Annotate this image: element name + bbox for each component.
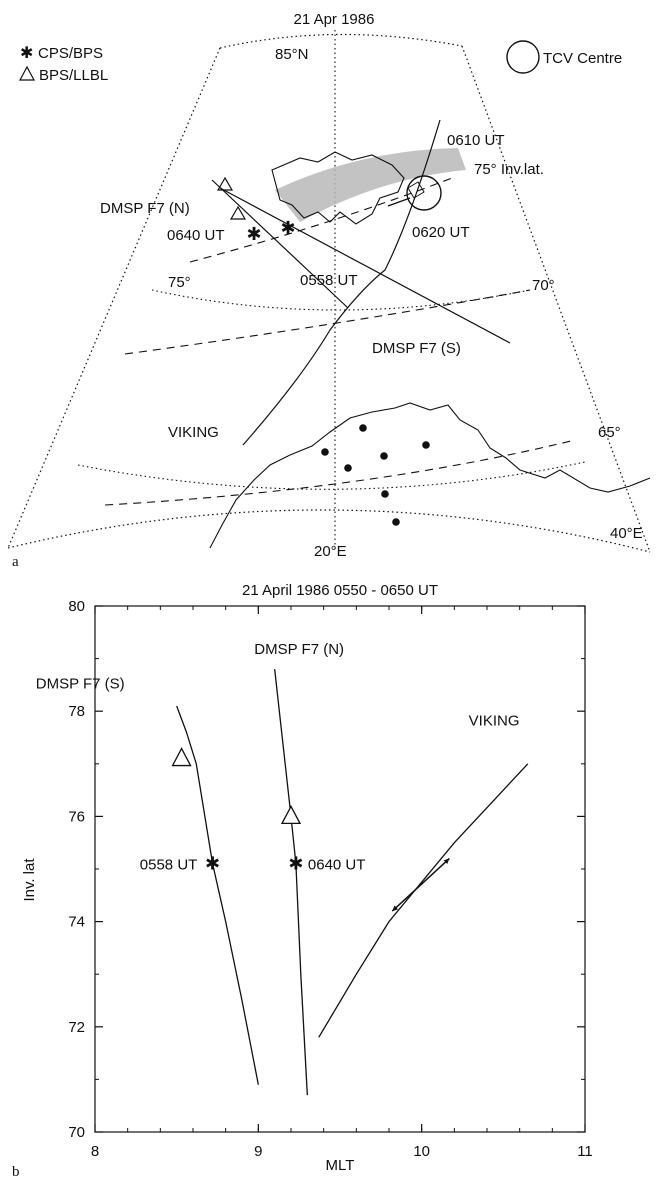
bps-llbl-triangle	[229, 205, 247, 220]
x-tick-label: 8	[91, 1143, 99, 1160]
bps-llbl-marker	[280, 805, 302, 825]
kong-karls-land-coast	[407, 181, 425, 199]
x-axis-label: MLT	[326, 1157, 355, 1174]
annot-0620: 0620 UT	[412, 224, 470, 241]
y-tick-label: 70	[68, 1124, 85, 1141]
map-legend: ✱ CPS/BPS BPS/LLBL TCV Centre	[18, 40, 622, 84]
annot-0640: 0640 UT	[167, 227, 225, 244]
x-tick-label: 11	[577, 1143, 593, 1160]
inv-lat-65-line	[104, 439, 576, 506]
station-dot	[380, 452, 388, 460]
map-frame	[7, 33, 651, 553]
panel-b-plot: b 21 April 1986 0550 - 0650 UT MLT Inv. …	[12, 582, 593, 1180]
ground-stations	[321, 424, 430, 526]
markers: ✱ ✱	[171, 747, 303, 874]
frame-right-edge	[461, 45, 651, 553]
y-tick-label: 80	[68, 598, 85, 615]
series-line-viking	[318, 763, 529, 1038]
y-axis-label: Inv. lat	[21, 858, 38, 902]
chart-title: 21 April 1986 0550 - 0650 UT	[242, 582, 438, 599]
tcv-motion-arrow	[387, 197, 411, 207]
frame-bottom-arc	[7, 509, 651, 553]
station-dot	[392, 518, 400, 526]
dmsp-s-track	[219, 187, 511, 344]
tcv-centre-circle	[406, 175, 442, 211]
plot-annotation: DMSP F7 (N)	[254, 641, 344, 658]
axes: 8 9 10 11 70 72 74 76 78 80	[68, 598, 592, 1160]
annot-dmsp-s: DMSP F7 (S)	[372, 340, 461, 357]
legend-asterisk-symbol: ✱	[20, 45, 33, 62]
plot-annotation: DMSP F7 (S)	[36, 676, 125, 693]
svalbard-coast	[271, 151, 405, 225]
parallel-65	[77, 461, 586, 490]
satellite-tracks	[211, 119, 511, 446]
cps-bps-asterisk: ✱	[280, 218, 295, 238]
tcv-arrowhead-end	[443, 858, 450, 865]
cusp-shaded-region	[275, 148, 466, 222]
inv-lat-72-line	[124, 289, 531, 355]
cps-bps-marker: ✱	[288, 854, 303, 874]
legend-tcv-centre: TCV Centre	[543, 50, 622, 67]
legend-triangle-icon	[18, 65, 36, 81]
scandinavia-coast	[209, 402, 651, 549]
graticule	[77, 30, 586, 552]
label-lat-65: 65°	[598, 424, 621, 441]
station-dot	[321, 448, 329, 456]
x-tick-label: 9	[254, 1143, 262, 1160]
cps-bps-marker: ✱	[205, 854, 220, 874]
station-dot	[344, 464, 352, 472]
y-tick-label: 74	[68, 914, 85, 931]
annot-inv-lat-75: 75° Inv.lat.	[474, 161, 544, 178]
inv-lat-lines	[104, 177, 576, 506]
series-line-dmsp-f7-n	[274, 669, 308, 1096]
label-lon-20: 20°E	[314, 543, 347, 560]
annot-viking: VIKING	[168, 424, 219, 441]
station-dot	[381, 490, 389, 498]
plot-annotation: 0640 UT	[308, 857, 366, 874]
legend-tcv-circle-icon	[506, 40, 540, 74]
bps-llbl-triangle	[216, 176, 234, 191]
station-dot	[422, 441, 430, 449]
annot-0610: 0610 UT	[447, 132, 505, 149]
y-tick-label: 72	[68, 1019, 85, 1036]
panel-a-title: 21 Apr 1986	[294, 11, 375, 28]
annot-0558: 0558 UT	[300, 272, 358, 289]
series-line-dmsp-f7-s	[176, 705, 259, 1085]
series-lines	[176, 669, 529, 1096]
panel-a-map: a 21 Apr 1986	[7, 11, 651, 570]
annot-dmsp-n: DMSP F7 (N)	[100, 200, 190, 217]
panel-a-label: a	[12, 554, 19, 570]
frame-top-arc	[219, 33, 463, 49]
x-tick-label: 10	[413, 1143, 430, 1160]
plot-annotations: DMSP F7 (S) DMSP F7 (N) VIKING 0558 UT 0640 …	[36, 641, 520, 874]
dmsp-n-track	[211, 179, 349, 309]
y-tick-label: 78	[68, 703, 85, 720]
label-lon-40: 40°E	[610, 525, 643, 542]
parallel-75	[151, 289, 531, 311]
tcv-arrowhead-start	[392, 905, 399, 912]
label-lat-70: 70°	[532, 277, 555, 294]
legend-bps-llbl: BPS/LLBL	[39, 67, 108, 84]
station-dot	[359, 424, 367, 432]
label-lat-85: 85°N	[275, 46, 309, 63]
plot-annotation: 0558 UT	[140, 857, 198, 874]
label-lat-75: 75°	[168, 274, 191, 291]
tcv-path-line	[391, 857, 450, 912]
plot-annotation: VIKING	[469, 713, 520, 730]
bps-llbl-marker	[171, 747, 192, 767]
cps-bps-asterisk: ✱	[246, 224, 261, 244]
legend-cps-bps: CPS/BPS	[38, 45, 103, 62]
panel-b-label: b	[12, 1164, 20, 1180]
viking-track	[242, 119, 441, 446]
frame-left-edge	[7, 47, 221, 549]
y-tick-label: 76	[68, 808, 85, 825]
inv-lat-75-line	[189, 177, 453, 263]
